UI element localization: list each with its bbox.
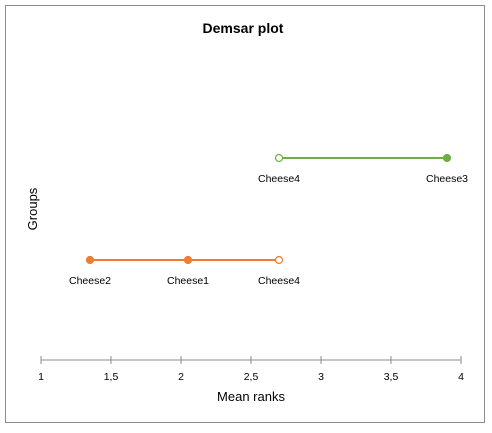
x-tick-label: 2,5 [244, 371, 259, 383]
x-tick-label: 2 [178, 371, 184, 383]
data-point-label: Cheese3 [426, 173, 468, 185]
x-axis-title: Mean ranks [217, 389, 285, 404]
data-point-label: Cheese1 [167, 275, 209, 287]
data-point [274, 255, 284, 265]
data-point [183, 255, 193, 265]
x-axis-ticks: 1 1,5 2 2,5 3 3,5 4 [38, 356, 464, 383]
chart-frame [5, 5, 485, 423]
series-group: Cheese4 Cheese3 [258, 153, 468, 185]
series-group: Cheese2 Cheese1 Cheese4 [69, 255, 300, 287]
data-point [442, 153, 452, 163]
series-layer: Cheese4 Cheese3 Cheese2 Cheese1 Cheese4 [69, 153, 468, 287]
data-point-label: Cheese4 [258, 173, 300, 185]
y-axis-title: Groups [25, 187, 40, 230]
x-tick-label: 1,5 [104, 371, 119, 383]
x-tick-label: 4 [458, 371, 464, 383]
data-point-label: Cheese4 [258, 275, 300, 287]
data-point [85, 255, 95, 265]
x-tick-label: 3,5 [384, 371, 399, 383]
x-tick-label: 3 [318, 371, 324, 383]
chart-title: Demsar plot [203, 20, 284, 36]
x-tick-label: 1 [38, 371, 44, 383]
data-point-label: Cheese2 [69, 275, 111, 287]
data-point [274, 153, 284, 163]
